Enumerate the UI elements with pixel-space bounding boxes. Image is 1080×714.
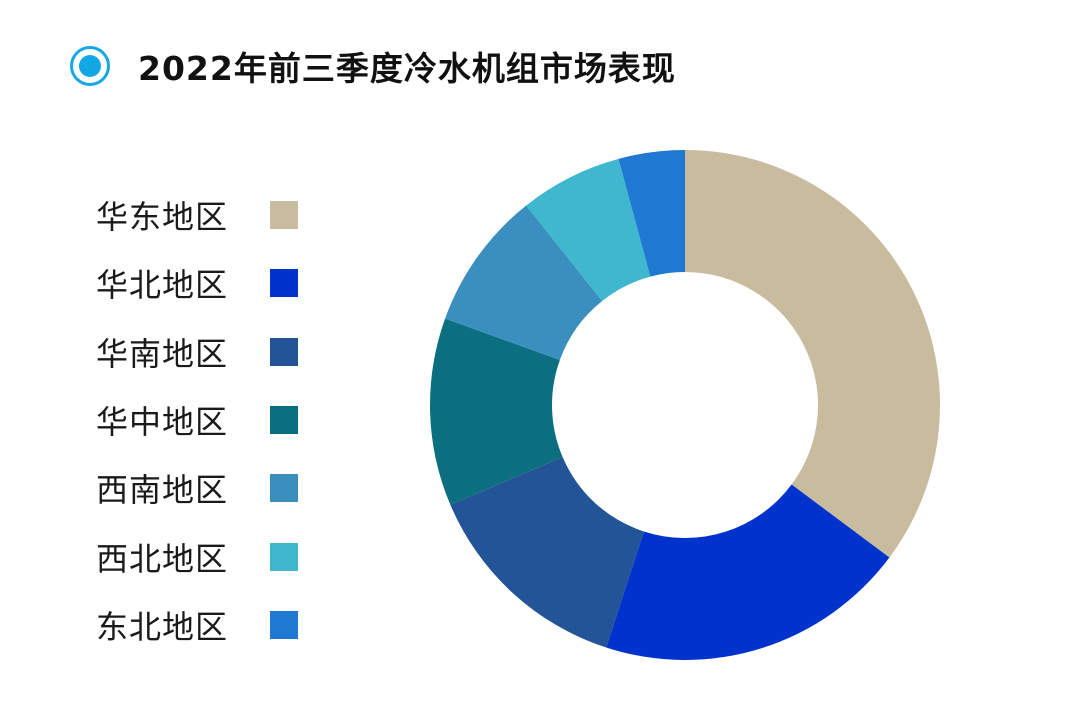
pie-slice-6	[618, 150, 685, 277]
legend-label: 华北地区	[96, 266, 229, 305]
legend: 华东地区 华北地区 华南地区 华中地区 西南地区 西北地区 东北地区	[96, 181, 316, 659]
pie-slice-2	[450, 457, 644, 648]
legend-label: 华东地区	[96, 198, 229, 237]
legend-item: 西南地区	[96, 454, 316, 522]
legend-label: 华中地区	[96, 403, 229, 442]
legend-swatch	[270, 474, 298, 503]
pie-slice-5	[526, 158, 651, 301]
pie-slice-4	[445, 205, 603, 360]
pie-slice-0	[685, 150, 941, 558]
title-row: 2022年前三季度冷水机组市场表现	[70, 38, 676, 94]
legend-swatch	[270, 337, 298, 366]
legend-item: 华北地区	[96, 249, 316, 317]
pie-slice-3	[430, 318, 563, 505]
legend-label: 西北地区	[96, 539, 229, 578]
target-icon	[70, 46, 110, 86]
legend-item: 华东地区	[96, 181, 316, 249]
legend-swatch	[270, 406, 298, 435]
legend-item: 华中地区	[96, 386, 316, 454]
legend-label: 西南地区	[96, 471, 229, 510]
legend-swatch	[270, 201, 298, 230]
legend-swatch	[270, 269, 298, 298]
legend-item: 西北地区	[96, 522, 316, 590]
legend-item: 华南地区	[96, 318, 316, 386]
legend-label: 华南地区	[96, 334, 229, 373]
legend-swatch	[270, 542, 298, 571]
legend-swatch	[270, 610, 298, 639]
chart-title: 2022年前三季度冷水机组市场表现	[138, 49, 676, 88]
legend-item: 东北地区	[96, 591, 316, 659]
pie-slice-1	[606, 484, 890, 661]
legend-label: 东北地区	[96, 607, 229, 646]
target-icon-dot	[79, 55, 101, 77]
